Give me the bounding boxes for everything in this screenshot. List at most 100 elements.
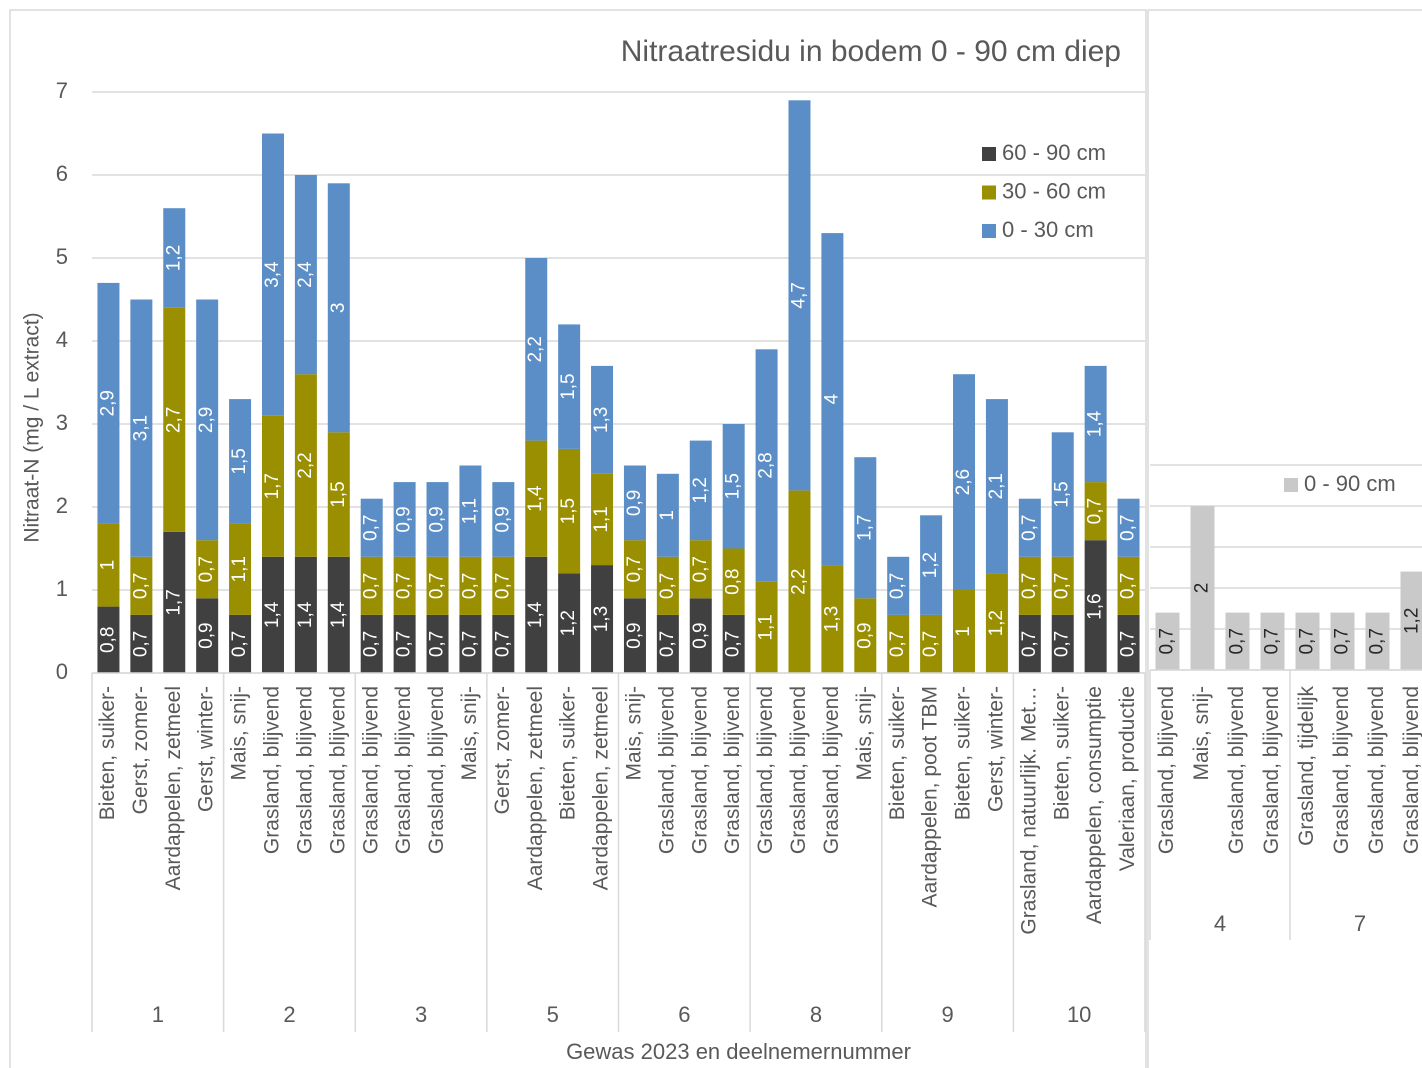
value-label: 1 — [953, 626, 974, 637]
x-tick-label: Valeriaan, productie — [1116, 686, 1139, 871]
value-label: 0,7 — [1157, 628, 1178, 654]
group-label: 10 — [1067, 1002, 1091, 1027]
bar-segment — [525, 258, 548, 441]
bar-segment — [426, 482, 449, 557]
legend-swatch — [1284, 478, 1298, 492]
bar-segment — [360, 556, 383, 615]
value-label: 0,7 — [1019, 573, 1040, 599]
x-tick-label: Grasland, blijvend — [359, 686, 382, 854]
bar-segment — [821, 565, 844, 673]
value-label: 0,7 — [130, 573, 151, 599]
y-tick-label: 6 — [56, 161, 68, 186]
value-label: 1,3 — [591, 606, 612, 632]
value-label: 1,3 — [821, 606, 842, 632]
bar-segment — [294, 175, 317, 375]
legend-swatch — [982, 147, 996, 161]
bar-segment — [492, 482, 515, 557]
bar-segment — [1117, 498, 1140, 557]
legend-swatch — [982, 185, 996, 200]
x-tick-label: Grasland, blijvend — [293, 686, 316, 854]
y-tick-label: 7 — [56, 78, 68, 103]
bar-segment — [1051, 432, 1074, 557]
value-label: 1,5 — [558, 498, 579, 524]
bar-segment — [1295, 612, 1320, 670]
value-label: 0,7 — [492, 631, 513, 657]
bar-segment — [558, 573, 581, 673]
x-tick-label: Grasland, blijvend — [787, 686, 810, 854]
y-axis-label: Nitraat-N (mg / L extract) — [21, 312, 44, 542]
value-label: 2,8 — [756, 452, 777, 478]
bar-segment — [459, 614, 482, 673]
bar-segment — [426, 556, 449, 615]
value-label: 4,7 — [789, 282, 810, 308]
bar-segment — [261, 415, 284, 557]
x-tick-label: Mais, snij- — [1190, 686, 1213, 781]
group-label: 5 — [547, 1002, 559, 1027]
x-tick-label: Mais, snij- — [853, 686, 876, 781]
group-label: 9 — [941, 1002, 953, 1027]
bar-segment — [558, 448, 581, 574]
bar-segment — [1051, 614, 1074, 673]
value-label: 0,7 — [1052, 631, 1073, 657]
bar-segment — [261, 133, 284, 416]
value-label: 0,7 — [1019, 631, 1040, 657]
value-label: 1,4 — [1085, 410, 1106, 437]
value-label: 0,7 — [394, 573, 415, 599]
x-tick-label: Grasland, blijvend — [1155, 686, 1178, 854]
value-label: 0,7 — [196, 556, 217, 582]
bar-segment — [722, 614, 745, 673]
x-tick-label: Mais, snij- — [458, 686, 481, 781]
group-label: 1 — [152, 1002, 164, 1027]
value-label: 1,1 — [229, 556, 250, 582]
bar-segment — [1155, 612, 1180, 670]
bar-segment — [689, 540, 712, 599]
x-tick-label: Grasland, blijvend — [425, 686, 448, 854]
value-label: 0,7 — [1052, 573, 1073, 599]
value-label: 0,7 — [1019, 515, 1040, 541]
value-label: 4 — [821, 393, 842, 404]
bar-segment — [1084, 482, 1107, 541]
bar-segment — [920, 515, 943, 615]
value-label: 0,7 — [229, 631, 250, 657]
value-label: 0,7 — [1262, 628, 1283, 654]
value-label: 0,7 — [1118, 515, 1139, 541]
value-label: 0,9 — [854, 622, 875, 648]
value-label: 0,7 — [492, 573, 513, 599]
value-label: 1,7 — [163, 589, 184, 615]
bar-segment — [1018, 498, 1041, 557]
y-tick-label: 1 — [56, 576, 68, 601]
bar-segment — [229, 614, 252, 673]
bar-segment — [327, 183, 350, 433]
bar-segment — [953, 590, 976, 673]
value-label: 1,2 — [690, 477, 711, 503]
chart-title: Nitraatresidu in bodem 0 - 90 cm diep — [621, 35, 1121, 68]
x-tick-label: Aardappelen, zetmeel — [524, 686, 547, 890]
value-label: 0,7 — [361, 631, 382, 657]
bar-segment — [755, 349, 778, 582]
value-label: 1,5 — [328, 481, 349, 507]
x-tick-label: Bieten, suiker- — [557, 686, 580, 820]
x-tick-label: Grasland, blijvend — [820, 686, 843, 854]
y-tick-label: 2 — [56, 493, 68, 518]
x-tick-label: Gerst, zomer- — [129, 686, 152, 814]
bar-segment — [656, 473, 679, 557]
value-label: 0,8 — [723, 568, 744, 594]
x-tick-label: Bieten, suiker- — [96, 686, 119, 820]
value-label: 2,9 — [196, 407, 217, 433]
value-label: 0,7 — [920, 631, 941, 657]
bar-segment — [985, 399, 1008, 574]
group-label: 2 — [283, 1002, 295, 1027]
bar-segment — [229, 399, 252, 524]
bar-segment — [558, 324, 581, 449]
bar-segment — [1260, 612, 1285, 670]
x-tick-label: Gerst, zomer- — [491, 686, 514, 814]
bar-segment — [163, 531, 186, 673]
x-tick-label: Grasland, blijvend — [261, 686, 284, 854]
value-label: 0,9 — [624, 622, 645, 648]
bar-segment — [755, 581, 778, 673]
x-tick-label: Bieten, suiker- — [886, 686, 909, 820]
value-label: 0,9 — [394, 506, 415, 532]
value-label: 1,5 — [229, 448, 250, 474]
x-tick-label: Grasland, blijvend — [1400, 686, 1422, 854]
